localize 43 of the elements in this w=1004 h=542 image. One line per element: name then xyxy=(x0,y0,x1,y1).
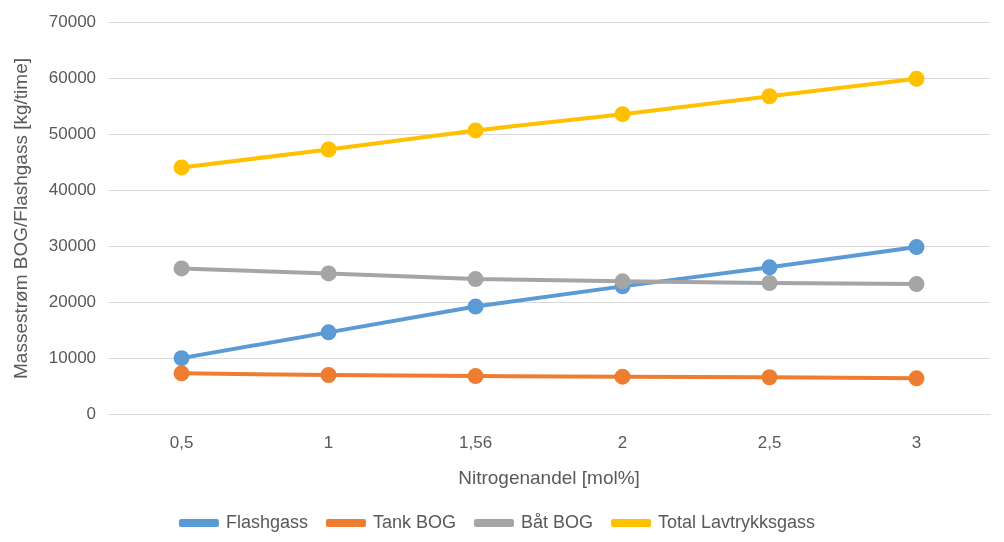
x-tick-label: 0,5 xyxy=(169,432,194,452)
point xyxy=(467,122,484,139)
y-tick-label: 20000 xyxy=(48,292,97,312)
point xyxy=(467,368,484,385)
legend-label: Flashgass xyxy=(225,511,308,532)
x-tick-label: 2 xyxy=(617,432,628,452)
x-tick-label: 3 xyxy=(911,432,922,452)
x-tick-label: 1,56 xyxy=(459,432,493,452)
legend-label: Total Lavtrykksgass xyxy=(658,511,816,532)
y-tick-label: 70000 xyxy=(48,11,97,31)
point xyxy=(173,260,190,277)
x-tick-label: 2,5 xyxy=(757,432,782,452)
point xyxy=(614,273,631,290)
point xyxy=(761,259,778,276)
x-axis-title: Nitrogenandel [mol%] xyxy=(458,466,640,488)
point xyxy=(614,368,631,385)
point xyxy=(320,141,337,158)
y-tick-label: 0 xyxy=(86,404,97,424)
point xyxy=(173,350,190,367)
point xyxy=(467,298,484,315)
point xyxy=(173,365,190,382)
point xyxy=(761,369,778,386)
legend-label: Tank BOG xyxy=(372,511,456,532)
point xyxy=(761,275,778,291)
point xyxy=(908,239,925,256)
y-tick-label: 50000 xyxy=(48,124,97,144)
legend-label: Båt BOG xyxy=(520,511,594,532)
y-axis-title: Massestrøm BOG/Flashgass [kg/time] xyxy=(9,58,31,379)
y-tick-label: 30000 xyxy=(48,236,97,256)
point xyxy=(908,276,925,293)
point xyxy=(173,159,190,176)
point xyxy=(467,271,484,288)
point xyxy=(320,265,337,282)
point xyxy=(908,370,925,387)
point xyxy=(614,106,631,123)
point xyxy=(320,324,337,341)
y-tick-label: 10000 xyxy=(48,348,97,368)
point xyxy=(908,70,925,87)
point xyxy=(761,88,778,105)
point xyxy=(320,366,337,383)
y-tick-label: 60000 xyxy=(48,67,97,87)
x-tick-label: 1 xyxy=(323,432,334,452)
y-tick-label: 40000 xyxy=(48,180,97,200)
